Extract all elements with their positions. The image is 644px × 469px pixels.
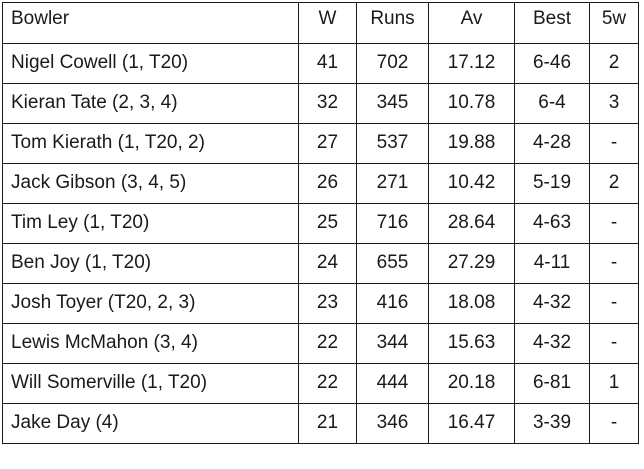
cell-bowler-name: Jack Gibson (3, 4, 5) — [2, 163, 299, 204]
cell-wickets: 25 — [298, 203, 357, 244]
table-row: Jack Gibson (3, 4, 5) 26 271 10.42 5-19 2 — [2, 163, 639, 204]
cell-runs: 444 — [356, 363, 429, 404]
table-row: Ben Joy (1, T20) 24 655 27.29 4-11- — [2, 243, 639, 284]
cell-best-figures: 6-46 — [514, 43, 590, 84]
cell-average: 10.78 — [428, 83, 515, 124]
cell-runs: 271 — [356, 163, 429, 204]
cell-wickets: 32 — [298, 83, 357, 124]
cell-average: 27.29 — [428, 243, 515, 284]
cell-wickets: 41 — [298, 43, 357, 84]
table-row: Will Somerville (1, T20) 22 444 20.18 6-81 1 — [2, 363, 639, 404]
cell-bowler-name: Tim Ley (1, T20) — [2, 203, 299, 244]
table-row: Nigel Cowell (1, T20) 41 702 17.12 6-46 2 — [2, 43, 639, 84]
cell-average: 15.63 — [428, 323, 515, 364]
cell-bowler-name: Lewis McMahon (3, 4) — [2, 323, 299, 364]
cell-runs: 702 — [356, 43, 429, 84]
cell-runs: 416 — [356, 283, 429, 324]
cell-runs: 537 — [356, 123, 429, 164]
cell-best-figures: 4-32 — [514, 323, 590, 364]
cell-runs: 655 — [356, 243, 429, 284]
cell-best-figures: 5-19 — [514, 163, 590, 204]
cell-best-figures: 4-28 — [514, 123, 590, 164]
table-row: Tim Ley (1, T20) 25 716 28.64 4-63- — [2, 203, 639, 244]
column-header-wickets: W — [298, 2, 357, 44]
bowling-stats-table: Bowler W Runs Av Best 5w Nigel Cowell (1… — [2, 2, 639, 444]
table-row: Josh Toyer (T20, 2, 3) 23 416 18.08 4-32- — [2, 283, 639, 324]
table-row: Lewis McMahon (3, 4) 22 344 15.63 4-32- — [2, 323, 639, 364]
cell-five-wickets: 1 — [589, 363, 639, 404]
cell-five-wickets: - — [589, 283, 639, 324]
cell-bowler-name: Nigel Cowell (1, T20) — [2, 43, 299, 84]
cell-bowler-name: Will Somerville (1, T20) — [2, 363, 299, 404]
cell-wickets: 21 — [298, 403, 357, 444]
cell-wickets: 22 — [298, 323, 357, 364]
column-header-bowler: Bowler — [2, 2, 299, 44]
cell-five-wickets: - — [589, 403, 639, 444]
cell-best-figures: 4-63 — [514, 203, 590, 244]
cell-bowler-name: Ben Joy (1, T20) — [2, 243, 299, 284]
cell-runs: 345 — [356, 83, 429, 124]
cell-best-figures: 6-81 — [514, 363, 590, 404]
column-header-five-wickets: 5w — [589, 2, 639, 44]
column-header-best: Best — [514, 2, 590, 44]
cell-runs: 716 — [356, 203, 429, 244]
cell-runs: 344 — [356, 323, 429, 364]
cell-wickets: 26 — [298, 163, 357, 204]
cell-average: 28.64 — [428, 203, 515, 244]
table-body: Nigel Cowell (1, T20) 41 702 17.12 6-46 2 Kier… — [2, 43, 639, 444]
cell-five-wickets: - — [589, 243, 639, 284]
cell-wickets: 22 — [298, 363, 357, 404]
table-row: Jake Day (4) 21 346 16.47 3-39- — [2, 403, 639, 444]
cell-best-figures: 6-4 — [514, 83, 590, 124]
cell-runs: 346 — [356, 403, 429, 444]
cell-average: 10.42 — [428, 163, 515, 204]
header-row: Bowler W Runs Av Best 5w — [2, 2, 639, 44]
cell-five-wickets: - — [589, 123, 639, 164]
cell-bowler-name: Josh Toyer (T20, 2, 3) — [2, 283, 299, 324]
cell-five-wickets: - — [589, 203, 639, 244]
cell-wickets: 27 — [298, 123, 357, 164]
cell-best-figures: 3-39 — [514, 403, 590, 444]
cell-five-wickets: 3 — [589, 83, 639, 124]
cell-wickets: 23 — [298, 283, 357, 324]
cell-bowler-name: Kieran Tate (2, 3, 4) — [2, 83, 299, 124]
cell-average: 16.47 — [428, 403, 515, 444]
cell-bowler-name: Tom Kierath (1, T20, 2) — [2, 123, 299, 164]
cell-average: 17.12 — [428, 43, 515, 84]
cell-average: 20.18 — [428, 363, 515, 404]
cell-best-figures: 4-11 — [514, 243, 590, 284]
cell-five-wickets: - — [589, 323, 639, 364]
column-header-runs: Runs — [356, 2, 429, 44]
table-row: Tom Kierath (1, T20, 2) 27 537 19.88 4-28- — [2, 123, 639, 164]
table-row: Kieran Tate (2, 3, 4) 32 345 10.78 6-4 3 — [2, 83, 639, 124]
bowling-stats-container: Bowler W Runs Av Best 5w Nigel Cowell (1… — [2, 2, 639, 444]
cell-five-wickets: 2 — [589, 163, 639, 204]
cell-average: 19.88 — [428, 123, 515, 164]
cell-bowler-name: Jake Day (4) — [2, 403, 299, 444]
cell-five-wickets: 2 — [589, 43, 639, 84]
cell-average: 18.08 — [428, 283, 515, 324]
cell-wickets: 24 — [298, 243, 357, 284]
column-header-average: Av — [428, 2, 515, 44]
cell-best-figures: 4-32 — [514, 283, 590, 324]
